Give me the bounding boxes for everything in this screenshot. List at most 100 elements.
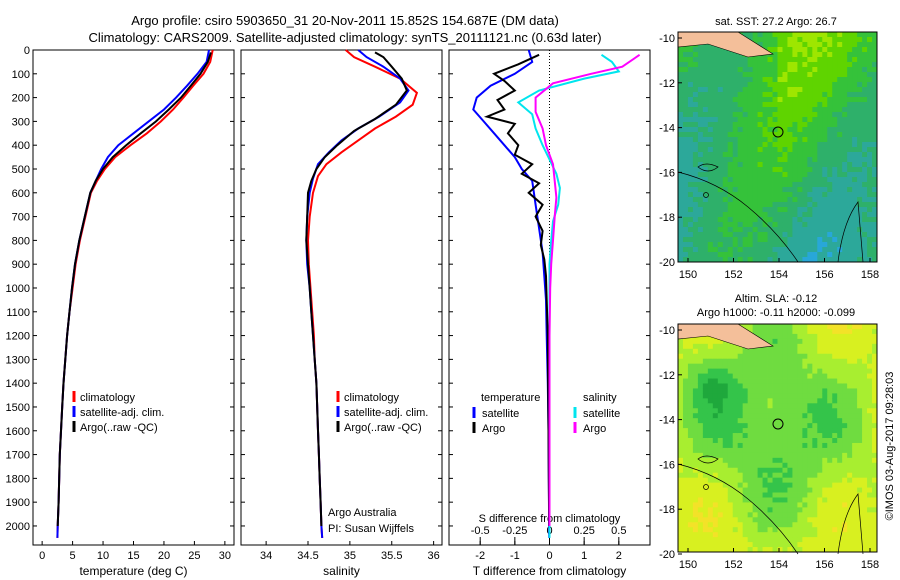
map-cell [817,92,823,98]
map-cell [822,388,828,394]
map-cell [792,328,798,335]
map-cell [712,517,719,523]
map-cell [847,112,853,118]
map-cell [822,82,828,88]
map-cell [727,107,734,113]
map-cell [682,497,689,503]
map-cell [757,522,763,528]
map-cell [867,102,873,108]
map-cell [782,87,788,93]
map-cell [682,418,689,424]
map-cell [827,492,833,498]
map-cell [797,82,803,88]
map-cell [752,532,759,538]
map-cell [678,87,684,93]
map-cell [822,87,828,93]
map-cell [767,247,773,253]
map-y-tick-label: -16 [659,167,675,179]
map-cell [707,157,714,163]
map-cell [787,52,793,58]
map-cell [752,247,759,253]
map-cell [852,358,858,365]
map-cell [852,112,858,118]
map-cell [742,522,749,528]
map-cell [867,222,873,228]
map-cell [822,522,828,528]
map-cell [737,492,744,498]
map-cell [807,497,813,503]
map-cell [692,152,699,158]
map-cell [757,107,763,113]
map-cell [727,137,734,143]
map-cell [722,202,729,208]
map-cell [862,222,868,228]
map-cell [747,187,754,193]
map-cell [867,47,873,53]
map-cell [697,368,704,374]
map-cell [757,482,763,488]
map-cell [837,217,843,223]
map-cell [792,507,798,513]
map-cell [827,92,833,98]
map-cell [717,162,724,168]
map-cell [837,477,843,484]
map-cell [678,182,684,188]
map-cell [852,52,858,58]
x-tick-label: 30 [219,550,231,562]
map-cell [792,127,798,133]
map-cell [847,328,853,335]
map-cell [827,353,833,360]
map-cell [857,527,863,533]
map-cell [872,237,878,243]
y-tick-label: 1300 [6,354,30,366]
map-cell [727,242,734,248]
map-cell [722,57,729,63]
map-cell [697,167,704,173]
map-cell [687,418,694,424]
map-cell [687,502,694,508]
map-cell [767,167,773,173]
map-cell [782,418,788,424]
map-cell [872,67,878,73]
map-cell [792,92,798,98]
map-cell [787,57,793,63]
map-cell [787,42,793,48]
map-cell [817,142,823,148]
map-cell [802,217,808,223]
map-cell [742,32,749,38]
map-cell [847,217,853,223]
map-cell [782,207,788,213]
map-cell [832,452,838,459]
map-cell [742,227,749,233]
map-cell [722,467,729,474]
map-cell [687,212,694,218]
map-cell [682,132,689,138]
map-cell [837,202,843,208]
map-cell [872,137,878,143]
map-cell [867,192,873,198]
map-cell [777,97,783,103]
map-cell [702,132,709,138]
map-cell [872,142,878,148]
map-cell [807,122,813,128]
map-cell [757,333,763,340]
map-cell [842,57,848,63]
map-cell [852,353,858,360]
map-cell [762,77,768,83]
map-cell [742,107,749,113]
map-cell [827,328,833,335]
map-cell [797,47,803,53]
map-cell [742,373,749,379]
map-cell [797,142,803,148]
map-cell [837,122,843,128]
map-cell [762,42,768,48]
map-cell [797,482,803,488]
map-cell [872,472,878,479]
map-cell [757,92,763,98]
map-cell [807,217,813,223]
map-cell [682,182,689,188]
map-cell [792,403,798,409]
map-cell [692,127,699,133]
map-cell [772,57,778,63]
map-cell [752,497,759,503]
